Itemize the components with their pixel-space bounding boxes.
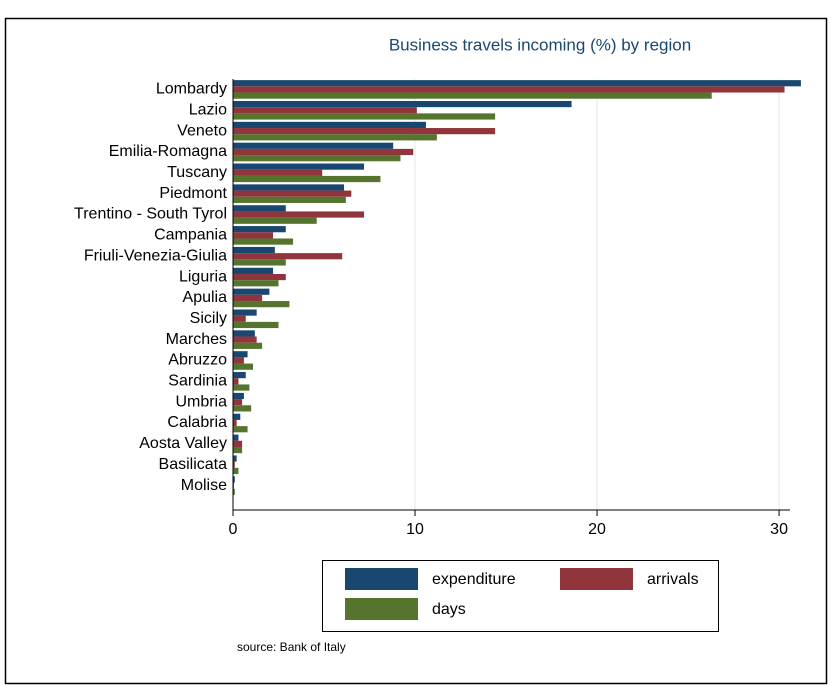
- bar: [233, 253, 343, 260]
- y-tick-label: Aosta Valley: [139, 435, 227, 452]
- bar: [233, 405, 252, 412]
- y-tick-label: Trentino - South Tyrol: [74, 206, 227, 223]
- bar: [233, 196, 346, 203]
- y-tick-label: Calabria: [167, 414, 227, 431]
- y-tick-label: Sardinia: [168, 373, 227, 390]
- y-tick-label: Piedmont: [159, 185, 227, 202]
- legend-label: days: [432, 601, 466, 618]
- y-tick-label: Marches: [166, 331, 227, 348]
- legend-swatch: [560, 568, 633, 590]
- bar: [233, 205, 286, 212]
- bar: [233, 426, 248, 433]
- bar: [233, 392, 244, 400]
- legend-swatch: [345, 568, 418, 590]
- bar: [233, 163, 365, 170]
- bar: [233, 92, 712, 99]
- bar: [233, 113, 496, 120]
- bar: [233, 363, 254, 370]
- bar: [233, 246, 275, 254]
- bar: [233, 86, 785, 93]
- bar: [233, 273, 286, 281]
- x-tick-label: 20: [588, 521, 606, 538]
- y-tick-label: Tuscany: [167, 164, 227, 181]
- bar: [233, 294, 263, 302]
- bar: [233, 342, 263, 349]
- bar: [233, 211, 365, 218]
- bar: [233, 488, 235, 495]
- bar: [233, 184, 345, 191]
- bar: [233, 455, 237, 462]
- bar: [233, 148, 414, 156]
- x-tick-label: 30: [770, 521, 788, 538]
- bar: [233, 107, 417, 114]
- bar: [233, 155, 401, 162]
- bar: [233, 467, 239, 475]
- legend-label: expenditure: [432, 571, 516, 588]
- bar: [233, 301, 290, 308]
- bar: [233, 100, 572, 108]
- bar: [233, 413, 241, 420]
- bar: [233, 440, 243, 447]
- bar: [233, 121, 426, 129]
- bar: [233, 378, 239, 385]
- bar: [233, 357, 244, 364]
- bar: [233, 309, 257, 316]
- bar: [233, 446, 243, 454]
- bar: [233, 321, 279, 329]
- x-tick-label: 10: [406, 521, 424, 538]
- y-tick-label: Friuli-Venezia-Giulia: [84, 247, 227, 264]
- y-tick-label: Lazio: [189, 101, 227, 118]
- bar: [233, 476, 235, 483]
- y-tick-label: Abruzzo: [168, 352, 227, 369]
- source-note: source: Bank of Italy: [237, 640, 346, 654]
- bar: [233, 80, 801, 87]
- bar: [233, 288, 270, 295]
- bar: [233, 142, 394, 149]
- y-tick-label: Apulia: [183, 289, 228, 306]
- bar: [233, 280, 279, 287]
- bar: [233, 175, 381, 183]
- legend-label: arrivals: [647, 571, 699, 588]
- y-tick-label: Veneto: [177, 122, 227, 139]
- y-tick-label: Basilicata: [159, 456, 228, 473]
- bar: [233, 217, 317, 224]
- bar: [233, 232, 274, 239]
- bar: [233, 419, 237, 427]
- bar: [233, 461, 235, 468]
- y-tick-label: Lombardy: [156, 81, 227, 98]
- bar: [233, 226, 286, 233]
- chart-title: Business travels incoming (%) by region: [389, 35, 691, 54]
- bar: [233, 330, 255, 337]
- y-tick-label: Liguria: [179, 268, 227, 285]
- bar: [233, 267, 274, 274]
- bar: [233, 238, 294, 245]
- bar: [233, 434, 239, 441]
- y-tick-label: Campania: [154, 227, 227, 244]
- x-tick-label: 0: [229, 521, 238, 538]
- y-tick-label: Molise: [181, 477, 227, 494]
- y-tick-label: Emilia-Romagna: [109, 143, 227, 160]
- bar: [233, 384, 250, 391]
- bar: [233, 336, 257, 343]
- bar: [233, 128, 496, 135]
- legend-swatch: [345, 598, 418, 620]
- bar: [233, 399, 243, 406]
- y-tick-label: Sicily: [190, 310, 227, 327]
- bar: [233, 190, 352, 197]
- y-tick-label: Umbria: [175, 393, 227, 410]
- bar: [233, 372, 246, 379]
- bar: [233, 169, 323, 176]
- bar: [233, 315, 246, 322]
- bar: [233, 259, 286, 266]
- bar: [233, 351, 248, 358]
- bar: [233, 134, 437, 141]
